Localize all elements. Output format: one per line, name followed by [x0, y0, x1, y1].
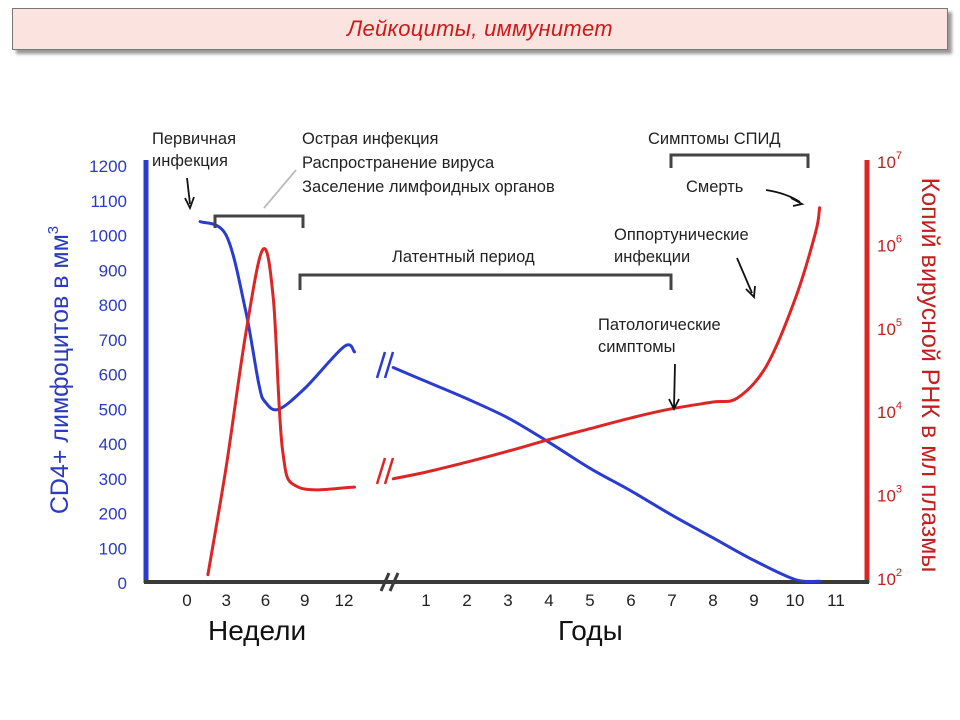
left-tick-label: 1100 [90, 192, 127, 211]
left-tick-label: 1000 [89, 227, 127, 246]
latent-bracket [298, 273, 673, 290]
viral-load-curve-weeks [206, 247, 356, 577]
pathologic-arrow-head [668, 398, 680, 412]
ann-opportunistic-2: инфекции [614, 248, 690, 266]
pathologic-arrow [673, 363, 676, 408]
right-tick-exp: 7 [896, 150, 902, 162]
right-tick-exp: 2 [896, 567, 902, 579]
primary-arrow [186, 177, 191, 205]
right-axis-label-text: Копий вирусной РНК в мл плазмы [916, 178, 944, 573]
left-axis-label: CD4+ лимфоцитов в мм3 [45, 226, 74, 514]
red-curve-break-mark [383, 457, 395, 485]
right-tick-base: 10 [877, 153, 896, 172]
cd4-curve-years [391, 366, 822, 584]
ann-acute-1: Острая инфекция [302, 130, 438, 148]
right-tick-base: 10 [877, 487, 896, 506]
cd4-curve-weeks [198, 220, 356, 412]
death-arrow [765, 189, 801, 203]
opportunistic-arrow-head [745, 285, 756, 299]
x-tick-years: 5 [585, 591, 594, 610]
right-tick-base: 10 [877, 403, 896, 422]
aids-bracket [669, 153, 810, 168]
primary-arrow-head [184, 196, 195, 211]
left-axis-label-text: CD4+ лимфоцитов в мм3 [45, 226, 74, 514]
page-title: Лейкоциты, иммунитет [347, 16, 613, 41]
opportunistic-arrow [736, 257, 753, 294]
right-tick-label: 106 [877, 233, 902, 255]
x-tick-weeks: 9 [300, 591, 309, 610]
right-tick-exp: 5 [896, 317, 902, 329]
left-tick-label: 700 [99, 331, 127, 350]
left-tick-label: 100 [99, 539, 127, 558]
ann-primary-1: Первичная [152, 130, 236, 148]
x-tick-weeks: 12 [335, 591, 354, 610]
left-tick-label: 200 [99, 505, 127, 524]
right-tick-base: 10 [877, 570, 896, 589]
title-bar: Лейкоциты, иммунитет [12, 8, 948, 50]
ann-aids: Симптомы СПИД [648, 130, 781, 148]
x-tick-weeks: 6 [261, 591, 270, 610]
right-tick-exp: 4 [896, 400, 902, 412]
right-tick-base: 10 [877, 320, 896, 339]
left-tick-label: 800 [99, 296, 127, 315]
x-tick-labels: 0 3 6 9 12 1 2 3 4 5 6 7 8 9 10 11 [182, 591, 845, 610]
right-tick-label: 104 [877, 400, 902, 422]
right-axis-label: Копий вирусной РНК в мл плазмы [916, 178, 944, 573]
left-tick-label: 0 [118, 574, 127, 593]
death-arrow-head [790, 197, 805, 207]
right-tick-label: 102 [877, 567, 902, 589]
ann-latent: Латентный период [392, 248, 535, 266]
right-tick-base: 10 [877, 236, 896, 255]
left-axis-label-sup: 3 [45, 226, 62, 234]
ann-primary-2: инфекция [152, 152, 228, 170]
left-tick-label: 500 [99, 400, 127, 419]
right-tick-label: 105 [877, 317, 902, 339]
x-tick-years: 9 [749, 591, 758, 610]
x-tick-years: 7 [667, 591, 676, 610]
x-axis-break-mark [379, 572, 391, 592]
right-tick-label: 103 [877, 484, 902, 506]
right-tick-label: 107 [877, 150, 902, 172]
x-tick-weeks: 3 [222, 591, 231, 610]
left-tick-label: 400 [99, 435, 127, 454]
x-tick-years: 10 [786, 591, 805, 610]
x-tick-years: 6 [626, 591, 635, 610]
ann-opportunistic-1: Оппортунические [614, 226, 749, 244]
right-tick-exp: 3 [896, 484, 902, 496]
x-tick-years: 2 [462, 591, 471, 610]
x-tick-years: 11 [827, 591, 845, 610]
x-tick-years: 3 [503, 591, 512, 610]
viral-load-curve-years [391, 206, 822, 481]
ann-acute-2: Распространение вируса [302, 154, 495, 172]
acute-bracket [213, 214, 305, 228]
ann-pathologic-2: симптомы [598, 338, 676, 356]
blue-curve-break-mark [383, 351, 395, 379]
left-tick-label: 300 [99, 470, 127, 489]
left-tick-label: 900 [99, 261, 127, 280]
x-axis-break-mark [388, 572, 400, 592]
ann-acute-3: Заселение лимфоидных органов [302, 178, 555, 196]
red-curve-break-mark [375, 457, 387, 485]
right-tick-exp: 6 [896, 233, 902, 245]
left-tick-labels: 0 100 200 300 400 500 600 700 800 900 1000 1100 1200 [89, 157, 127, 593]
acute-pointer [263, 169, 297, 209]
x-tick-years: 4 [544, 591, 553, 610]
ann-death: Смерть [686, 178, 743, 196]
left-axis-label-main: CD4+ лимфоцитов в мм [46, 234, 74, 514]
blue-curve-break-mark [375, 351, 387, 379]
x-unit-weeks: Недели [208, 615, 306, 646]
x-tick-weeks: 0 [182, 591, 191, 610]
left-tick-label: 1200 [89, 157, 127, 176]
left-tick-label: 600 [99, 366, 127, 385]
x-tick-years: 1 [421, 591, 430, 610]
x-tick-years: 8 [708, 591, 717, 610]
ann-pathologic-1: Патологические [598, 316, 721, 334]
x-unit-years: Годы [558, 615, 623, 646]
series-layer [198, 206, 822, 584]
